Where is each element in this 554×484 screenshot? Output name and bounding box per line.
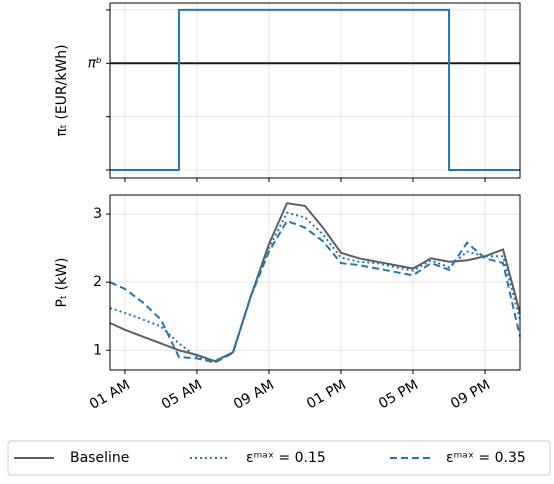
x-tick-label: 05 PM — [376, 377, 421, 412]
legend-label: εᵐᵃˣ = 0.35 — [446, 450, 526, 466]
x-tick-label: 05 AM — [159, 377, 205, 413]
series-line — [110, 8, 520, 171]
axes-frame — [109, 194, 521, 371]
series-line — [109, 219, 521, 364]
legend-box — [7, 440, 551, 476]
y-tick-label: πᵇ — [88, 55, 102, 71]
series-line — [109, 211, 521, 363]
y-tick-label: 2 — [93, 274, 102, 290]
axes-frame — [109, 2, 521, 179]
x-tick-label: 09 PM — [448, 377, 493, 412]
x-tick-label: 01 PM — [304, 377, 349, 412]
y-axis-label: Pₜ (kW) — [54, 258, 70, 308]
series-line — [109, 202, 521, 363]
y-tick-label: 1 — [93, 342, 102, 358]
legend-label: Baseline — [70, 450, 129, 466]
x-tick-label: 01 AM — [87, 377, 133, 413]
y-tick-label: 3 — [93, 206, 102, 222]
x-tick-label: 09 AM — [231, 377, 277, 413]
legend-label: εᵐᵃˣ = 0.15 — [246, 450, 326, 466]
y-axis-label: πₜ (EUR/kWh) — [54, 44, 70, 136]
